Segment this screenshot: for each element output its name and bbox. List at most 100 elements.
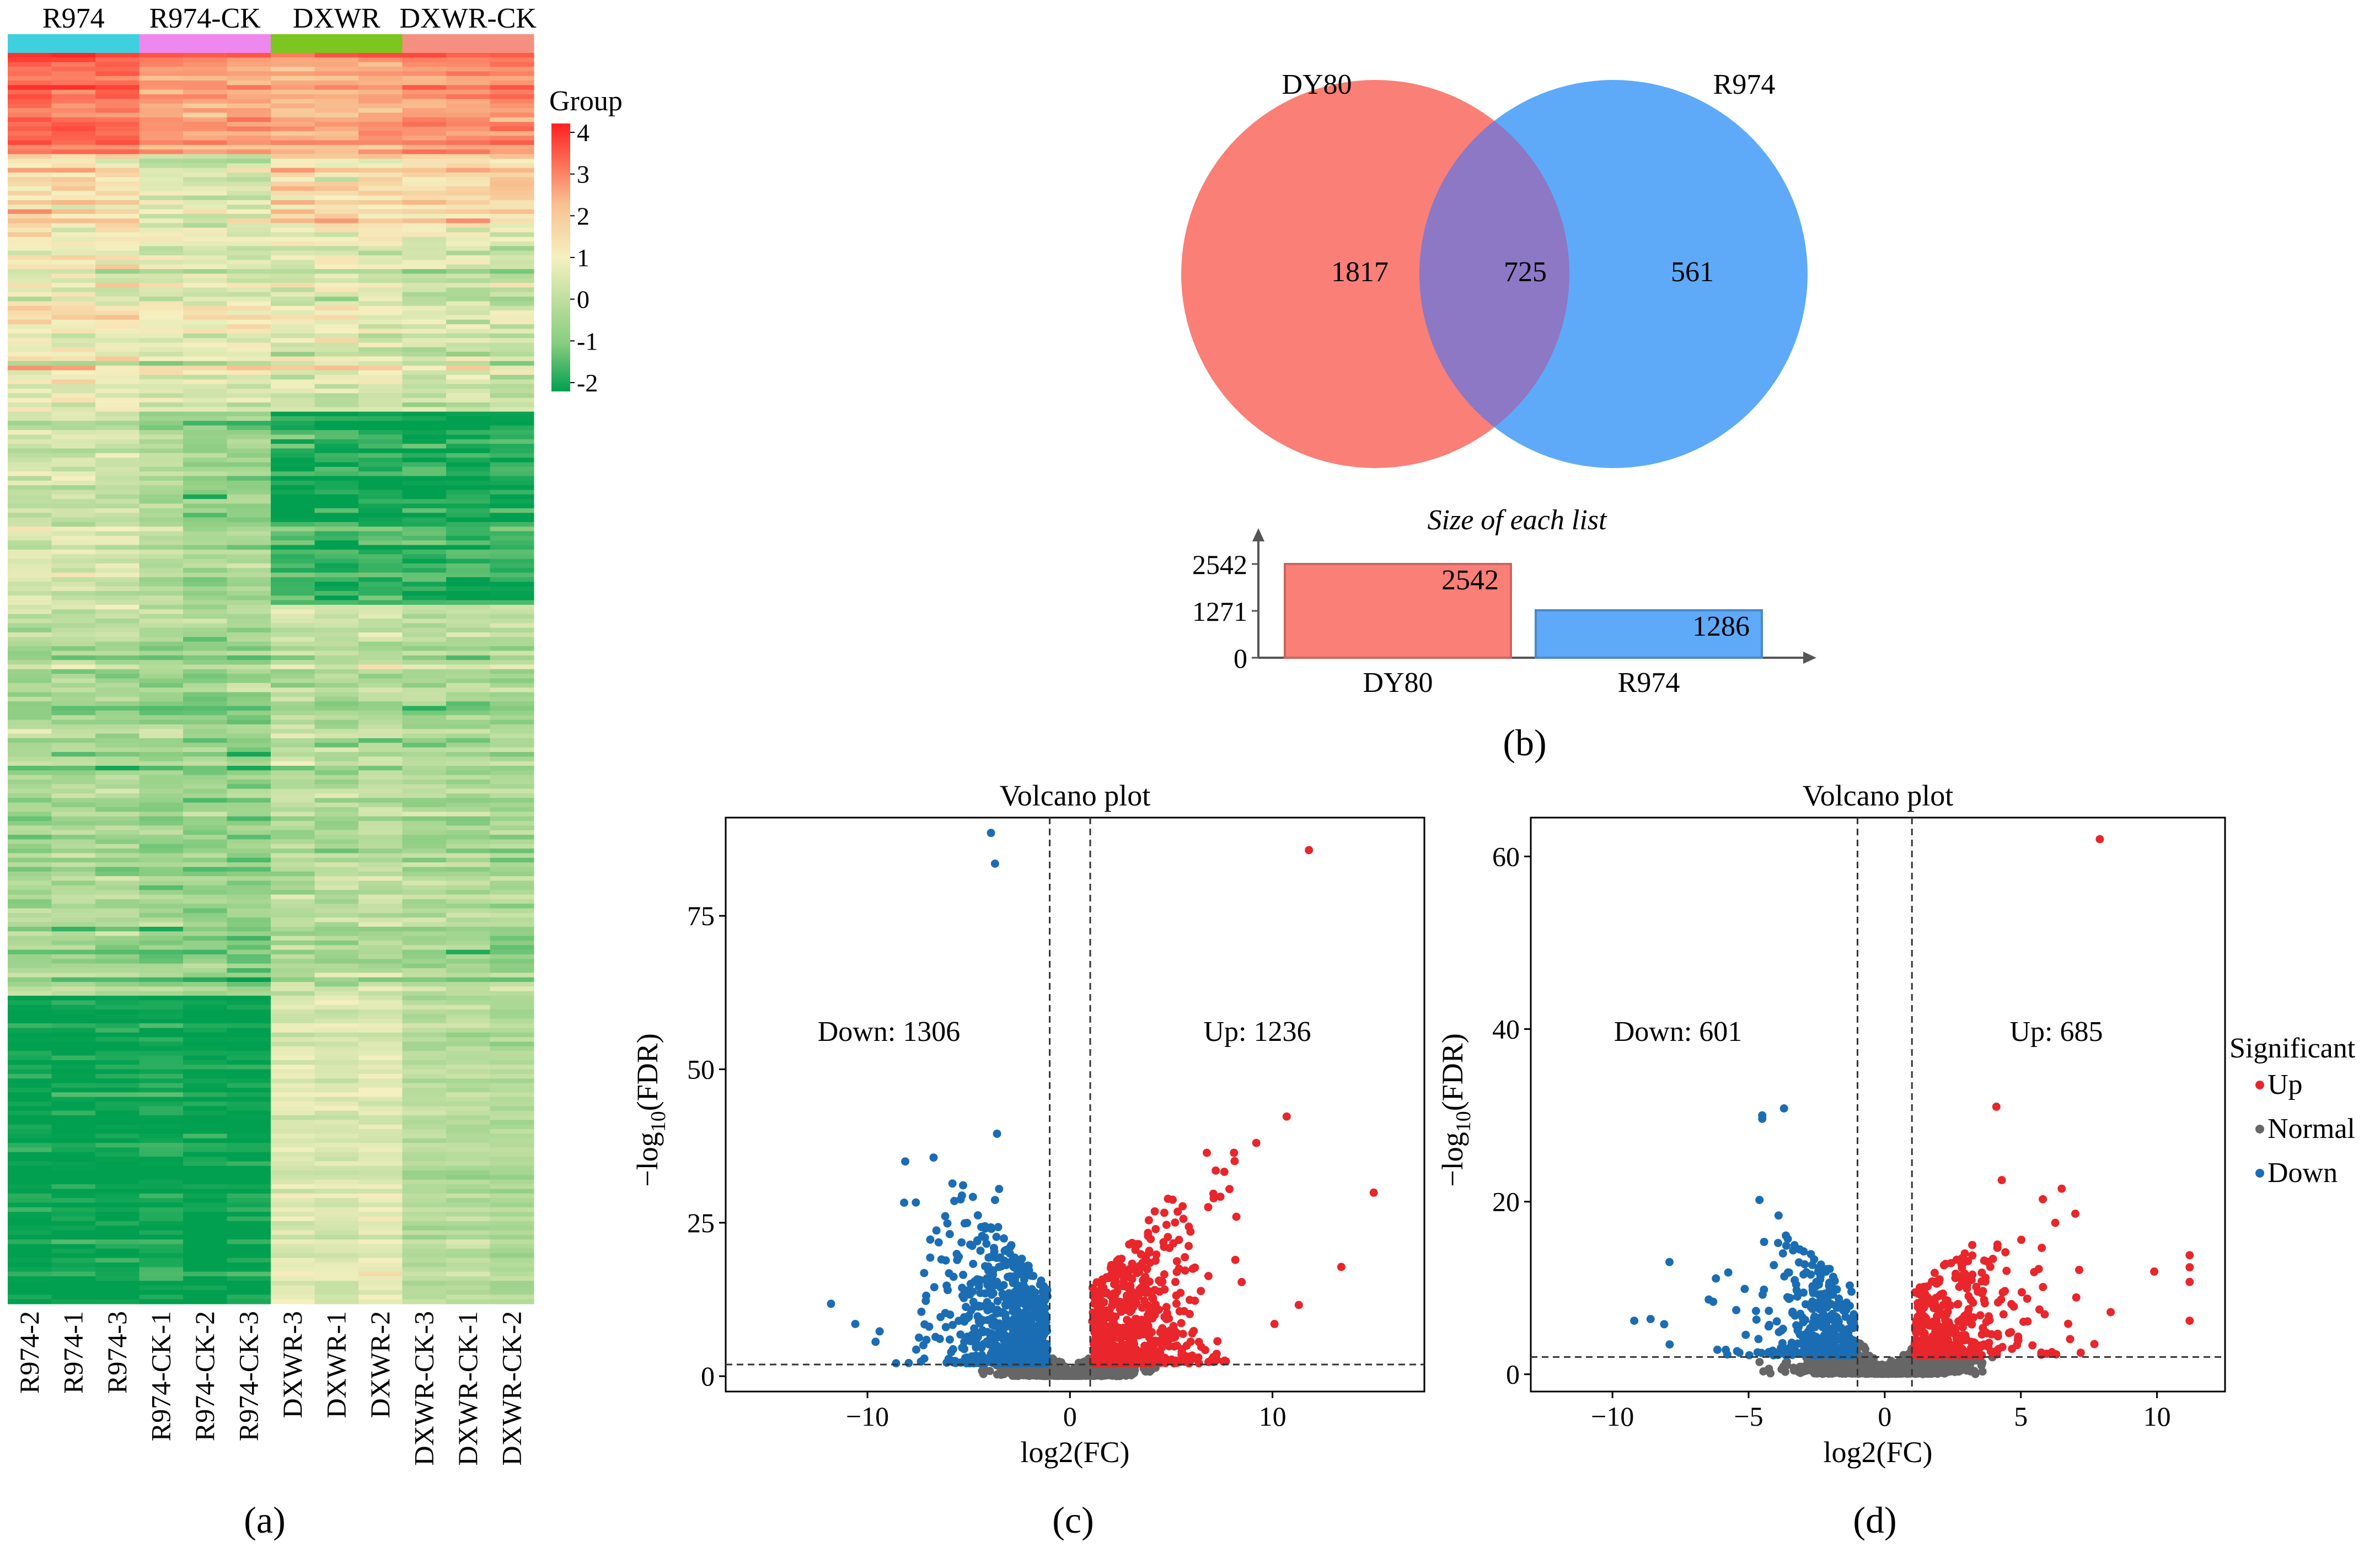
heatmap-cell (314, 1207, 359, 1212)
heatmap-cell (8, 770, 52, 776)
heatmap-cell (271, 816, 315, 821)
heatmap-cell (446, 462, 491, 468)
heatmap-cell (314, 71, 359, 77)
heatmap-cell (8, 1120, 52, 1125)
heatmap-cell (227, 264, 271, 270)
heatmap-cell (314, 674, 359, 679)
heatmap-cell (8, 798, 52, 803)
heatmap-cell (8, 687, 52, 693)
heatmap-cell (314, 894, 359, 900)
heatmap-cell (402, 600, 447, 605)
heatmap-cell (446, 835, 491, 840)
heatmap-cell (51, 853, 96, 858)
heatmap-cell (139, 361, 184, 366)
heatmap-cell (51, 466, 96, 472)
heatmap-cell (95, 379, 140, 385)
heatmap-cell (402, 1212, 447, 1217)
heatmap-cell (51, 743, 96, 748)
heatmap-cell (358, 1115, 403, 1120)
heatmap-cell (95, 945, 140, 950)
heatmap-cell (8, 393, 52, 399)
heatmap-cell (139, 80, 184, 85)
heatmap-legend-tick-label: 2 (577, 202, 589, 230)
heatmap-cell (8, 1267, 52, 1272)
heatmap-cell (358, 1065, 403, 1070)
heatmap-cell (51, 283, 96, 288)
heatmap-cell (183, 260, 228, 265)
heatmap-cell (183, 563, 228, 568)
heatmap-cell (95, 761, 140, 766)
heatmap-cell (95, 407, 140, 412)
heatmap-cell (227, 466, 271, 472)
heatmap-cell (51, 535, 96, 541)
heatmap-cell (358, 1294, 403, 1300)
heatmap-cell (8, 439, 52, 444)
heatmap-cell (8, 623, 52, 629)
heatmap-cell (227, 273, 271, 279)
heatmap-cell (446, 747, 491, 753)
heatmap-cell (183, 1120, 228, 1125)
heatmap-cell (358, 223, 403, 228)
heatmap-cell (490, 627, 534, 633)
heatmap-cell (95, 476, 140, 481)
heatmap-cell (8, 568, 52, 573)
heatmap-cell (358, 462, 403, 468)
heatmap-cell (271, 421, 315, 426)
heatmap-cell (271, 278, 315, 283)
heatmap-cell (139, 1253, 184, 1259)
heatmap-cell (95, 963, 140, 969)
heatmap-cell (183, 687, 228, 693)
heatmap-cell (227, 660, 271, 665)
heatmap-cell (402, 458, 447, 463)
heatmap-cell (8, 683, 52, 688)
heatmap-cell (183, 329, 228, 334)
heatmap-cell (183, 205, 228, 210)
heatmap-cell (95, 1143, 140, 1148)
heatmap-cell (183, 1165, 228, 1171)
heatmap-cell (95, 186, 140, 191)
heatmap-cell (95, 1170, 140, 1176)
heatmap-cell (314, 319, 359, 325)
heatmap-cell (271, 1193, 315, 1199)
heatmap-cell (227, 729, 271, 734)
heatmap-cell (446, 554, 491, 560)
heatmap-cell (51, 917, 96, 923)
heatmap-cell (490, 398, 534, 403)
heatmap-cell (183, 839, 228, 845)
heatmap-cell (490, 338, 534, 343)
heatmap-cell (183, 1028, 228, 1033)
heatmap-cell (8, 991, 52, 996)
heatmap-cell (358, 503, 403, 509)
heatmap-cell (490, 1262, 534, 1267)
heatmap-cell (95, 894, 140, 900)
heatmap-cell (183, 471, 228, 477)
heatmap-cell (490, 1051, 534, 1056)
heatmap-cell (139, 503, 184, 509)
heatmap-cell (227, 545, 271, 550)
heatmap-cell (271, 894, 315, 900)
heatmap-cell (8, 706, 52, 711)
heatmap-cell (227, 641, 271, 647)
heatmap-cell (139, 646, 184, 652)
heatmap-cell (95, 1226, 140, 1231)
heatmap-cell (51, 329, 96, 334)
heatmap-cell (139, 1184, 184, 1190)
heatmap-cell (139, 756, 184, 762)
heatmap-cell (402, 940, 447, 946)
heatmap-cell (402, 434, 447, 440)
heatmap-cell (490, 701, 534, 707)
heatmap-cell (139, 729, 184, 734)
heatmap-cell (139, 522, 184, 527)
heatmap-cell (51, 513, 96, 518)
heatmap-cell (139, 683, 184, 688)
heatmap-cell (183, 780, 228, 785)
heatmap-cell (51, 669, 96, 674)
heatmap-cell (139, 591, 184, 596)
heatmap-cell (490, 719, 534, 725)
heatmap-cell (490, 646, 534, 652)
heatmap-cell (314, 1170, 359, 1176)
heatmap-cell (490, 1230, 534, 1236)
heatmap-cell (358, 1165, 403, 1171)
heatmap-cell (8, 724, 52, 729)
heatmap-cell (95, 540, 140, 546)
